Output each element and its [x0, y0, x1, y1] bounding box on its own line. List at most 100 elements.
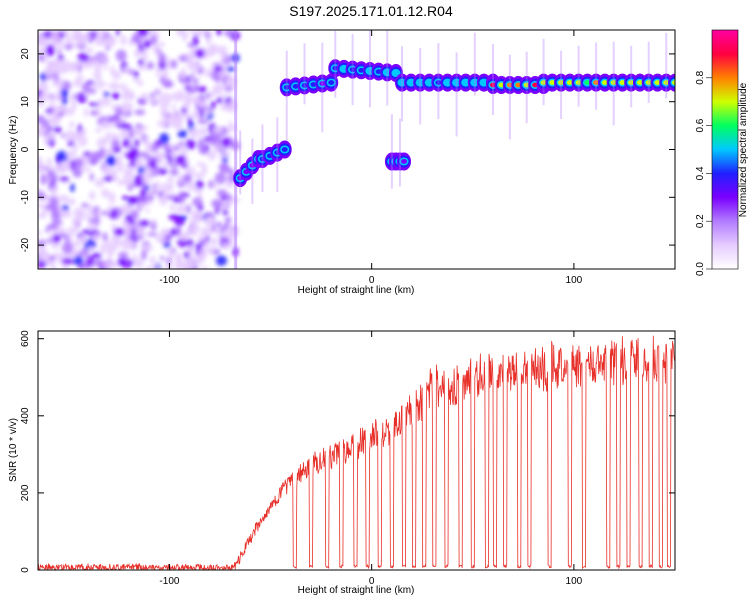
noise-blob — [171, 103, 176, 111]
tone-peak — [672, 80, 675, 85]
noise-blob — [88, 102, 99, 107]
spectrogram-y-tick-label: 20 — [20, 48, 31, 60]
noise-blob — [133, 127, 145, 137]
noise-blob — [192, 35, 199, 47]
tone-leakage — [508, 54, 511, 140]
noise-blob — [113, 227, 126, 237]
noise-blob — [158, 52, 166, 64]
noise-blob — [41, 119, 50, 129]
noise-blob — [222, 229, 229, 237]
tone-leakage — [492, 44, 494, 115]
noise-blob — [187, 42, 194, 48]
noise-blob — [138, 201, 147, 209]
tone-peak — [636, 80, 643, 85]
noise-region — [38, 30, 241, 269]
noise-blob — [48, 118, 56, 124]
noise-blob — [52, 252, 65, 262]
noise-blob — [169, 167, 179, 176]
noise-blob — [220, 195, 227, 201]
noise-blob — [216, 61, 227, 67]
noise-blob — [89, 172, 94, 182]
noise-blob — [213, 143, 218, 153]
noise-blob — [103, 64, 109, 70]
noise-blob — [142, 196, 155, 201]
noise-blob — [157, 90, 164, 95]
tone-peak — [480, 80, 487, 85]
noise-blob — [175, 226, 182, 237]
noise-blob — [53, 126, 62, 134]
noise-blob — [72, 255, 84, 266]
noise-blob — [56, 150, 69, 162]
noise-blob — [168, 121, 178, 127]
noise-blob — [49, 93, 54, 99]
noise-blob — [57, 54, 65, 61]
noise-blob — [130, 209, 139, 220]
noise-blob — [127, 93, 137, 100]
noise-blob — [62, 80, 72, 91]
noise-blob — [81, 202, 89, 208]
noise-blob — [204, 69, 213, 78]
noise-blob — [182, 149, 189, 157]
noise-blob — [57, 60, 63, 70]
noise-blob — [143, 138, 149, 145]
noise-blob — [206, 37, 212, 46]
noise-blob — [52, 234, 61, 244]
tone-leakage — [473, 32, 476, 96]
noise-blob — [104, 239, 112, 250]
colorbar-ticks: 0.0 0.2 0.4 0.6 0.8 — [695, 70, 712, 276]
noise-blob — [215, 30, 223, 36]
snr-y-tick-label: 400 — [20, 407, 31, 424]
noise-blob — [76, 130, 84, 140]
noise-blob — [63, 30, 70, 38]
noise-blob — [202, 109, 212, 116]
tone-leakage — [261, 124, 264, 192]
spectrogram-x-axis-label: Height of straight line (km) — [298, 285, 415, 296]
noise-blob — [154, 235, 166, 242]
noise-blob — [96, 30, 105, 40]
noise-blob — [192, 197, 203, 207]
noise-blob — [67, 160, 72, 172]
noise-blob — [121, 195, 129, 201]
tone-peak — [358, 67, 365, 73]
noise-blob — [65, 129, 75, 140]
noise-blob — [38, 247, 45, 259]
noise-blob — [46, 223, 59, 230]
noise-blob — [187, 245, 195, 254]
noise-blob — [194, 48, 205, 59]
noise-blob — [119, 127, 130, 139]
tone-segment — [536, 32, 675, 126]
noise-blob — [115, 30, 121, 36]
noise-blob — [87, 246, 95, 252]
tone-leakage — [239, 130, 242, 195]
noise-blob — [77, 52, 89, 63]
noise-blob — [225, 75, 237, 86]
noise-blob — [85, 46, 94, 54]
noise-blob — [210, 70, 220, 81]
tone-leakage — [285, 50, 288, 141]
tone-peak — [540, 80, 547, 85]
tone-peak — [292, 84, 299, 89]
noise-blob — [172, 91, 183, 102]
noise-blob — [220, 150, 230, 159]
tone-peak — [375, 69, 382, 75]
noise-blob — [145, 142, 152, 155]
noise-blob — [211, 184, 219, 189]
noise-blob — [40, 173, 47, 186]
noise-blob — [161, 182, 170, 195]
noise-blob — [59, 232, 67, 239]
noise-blob — [191, 78, 200, 84]
snr-x-tick-label: -100 — [159, 576, 179, 587]
noise-blob — [56, 78, 64, 90]
noise-blob — [61, 242, 74, 254]
tone-peak — [471, 80, 478, 85]
noise-blob — [89, 83, 97, 91]
noise-blob — [95, 37, 102, 47]
noise-blob — [186, 61, 196, 67]
tone-segment — [486, 44, 551, 140]
noise-blob — [146, 61, 155, 70]
noise-blob — [226, 107, 237, 113]
tone-peak — [619, 80, 626, 85]
noise-blob — [107, 250, 112, 257]
noise-blob — [78, 264, 84, 269]
noise-blob — [190, 225, 201, 231]
